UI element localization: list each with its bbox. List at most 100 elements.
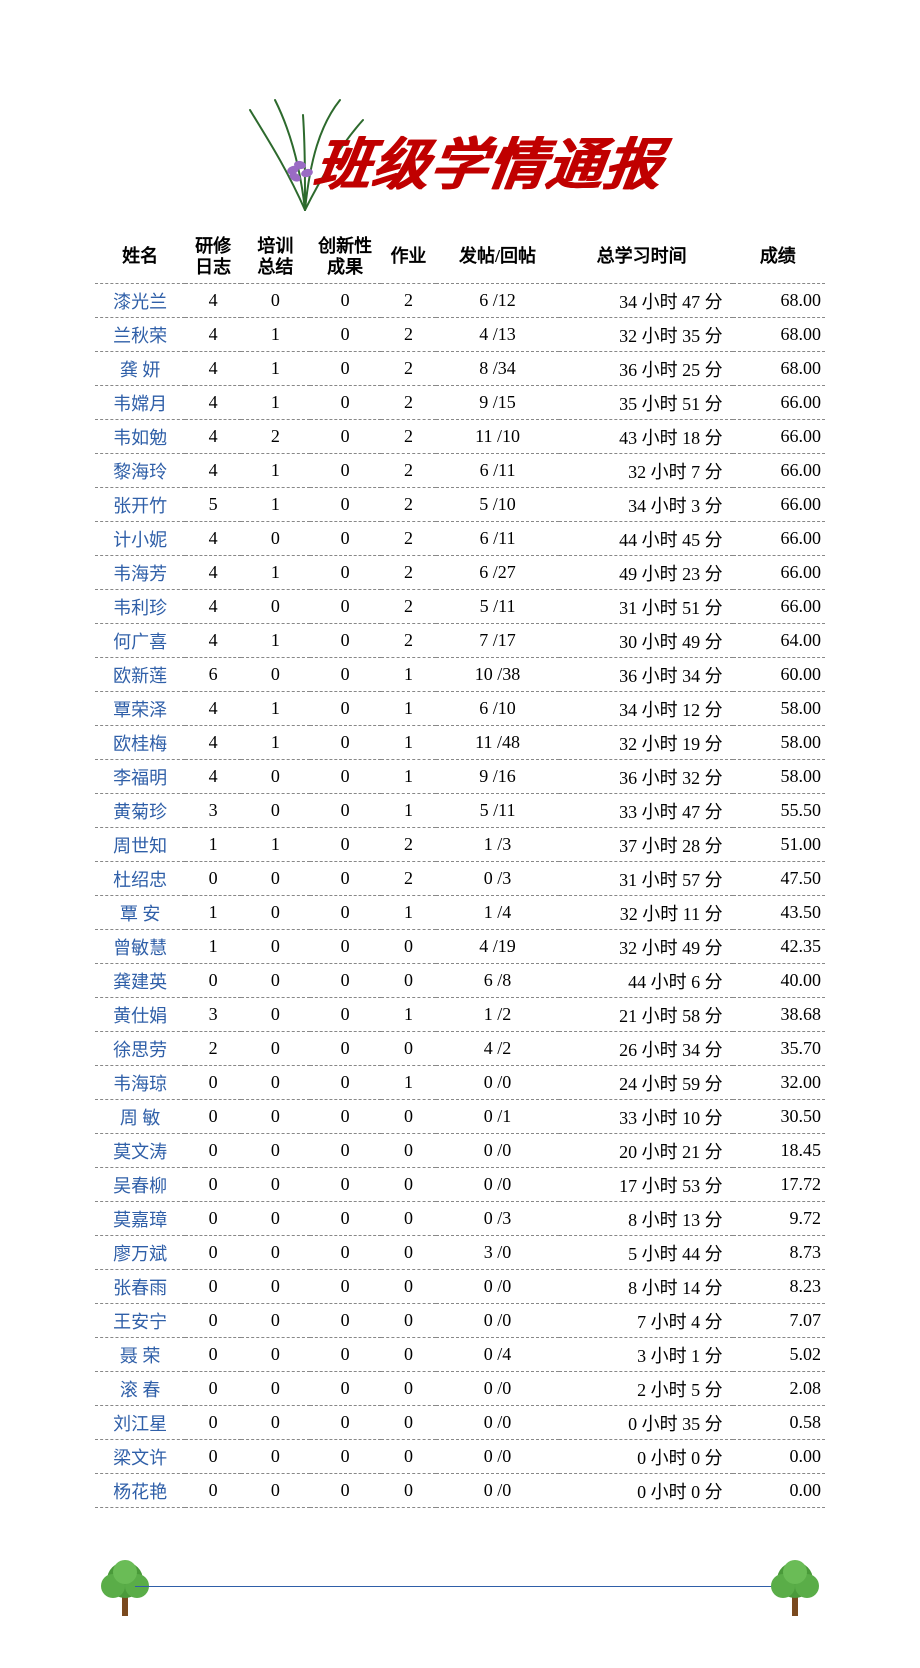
cell-homework: 2 <box>381 488 437 522</box>
student-name-link[interactable]: 周世知 <box>95 828 185 862</box>
student-name-link[interactable]: 欧桂梅 <box>95 726 185 760</box>
cell-innov: 0 <box>310 658 381 692</box>
cell-post: 7 /17 <box>436 624 558 658</box>
cell-innov: 0 <box>310 522 381 556</box>
cell-log: 0 <box>185 1338 241 1372</box>
cell-post: 4 /19 <box>436 930 558 964</box>
cell-homework: 2 <box>381 454 437 488</box>
cell-post: 0 /0 <box>436 1270 558 1304</box>
cell-log: 6 <box>185 658 241 692</box>
student-name-link[interactable]: 张春雨 <box>95 1270 185 1304</box>
cell-post: 0 /3 <box>436 862 558 896</box>
student-name-link[interactable]: 徐思劳 <box>95 1032 185 1066</box>
student-name-link[interactable]: 黎海玲 <box>95 454 185 488</box>
cell-post: 4 /13 <box>436 318 558 352</box>
cell-log: 1 <box>185 930 241 964</box>
cell-time: 32 小时 7 分 <box>559 454 733 488</box>
student-name-link[interactable]: 杜绍忠 <box>95 862 185 896</box>
student-name-link[interactable]: 覃荣泽 <box>95 692 185 726</box>
cell-log: 0 <box>185 1134 241 1168</box>
student-name-link[interactable]: 龚 妍 <box>95 352 185 386</box>
cell-summary: 1 <box>241 488 310 522</box>
student-name-link[interactable]: 兰秋荣 <box>95 318 185 352</box>
cell-time: 30 小时 49 分 <box>559 624 733 658</box>
cell-post: 11 /48 <box>436 726 558 760</box>
cell-homework: 2 <box>381 386 437 420</box>
table-row: 韦如勉420211 /1043 小时 18 分66.00 <box>95 420 825 454</box>
student-name-link[interactable]: 廖万斌 <box>95 1236 185 1270</box>
cell-post: 0 /0 <box>436 1406 558 1440</box>
student-name-link[interactable]: 韦如勉 <box>95 420 185 454</box>
cell-time: 33 小时 10 分 <box>559 1100 733 1134</box>
table-row: 滚 春00000 /02 小时 5 分2.08 <box>95 1372 825 1406</box>
cell-time: 34 小时 12 分 <box>559 692 733 726</box>
cell-time: 17 小时 53 分 <box>559 1168 733 1202</box>
cell-score: 17.72 <box>733 1168 825 1202</box>
cell-homework: 2 <box>381 318 437 352</box>
student-name-link[interactable]: 李福明 <box>95 760 185 794</box>
student-name-link[interactable]: 韦海芳 <box>95 556 185 590</box>
student-name-link[interactable]: 吴春柳 <box>95 1168 185 1202</box>
cell-score: 68.00 <box>733 318 825 352</box>
student-name-link[interactable]: 刘江星 <box>95 1406 185 1440</box>
cell-time: 5 小时 44 分 <box>559 1236 733 1270</box>
header-log: 研修日志 <box>185 230 241 284</box>
student-name-link[interactable]: 王安宁 <box>95 1304 185 1338</box>
table-row: 韦海琼00010 /024 小时 59 分32.00 <box>95 1066 825 1100</box>
student-name-link[interactable]: 梁文许 <box>95 1440 185 1474</box>
student-name-link[interactable]: 曾敏慧 <box>95 930 185 964</box>
cell-time: 24 小时 59 分 <box>559 1066 733 1100</box>
cell-homework: 0 <box>381 1236 437 1270</box>
student-name-link[interactable]: 计小妮 <box>95 522 185 556</box>
student-name-link[interactable]: 韦嫦月 <box>95 386 185 420</box>
cell-summary: 0 <box>241 862 310 896</box>
table-row: 吴春柳00000 /017 小时 53 分17.72 <box>95 1168 825 1202</box>
student-name-link[interactable]: 韦利珍 <box>95 590 185 624</box>
cell-innov: 0 <box>310 1304 381 1338</box>
student-name-link[interactable]: 覃 安 <box>95 896 185 930</box>
cell-score: 8.73 <box>733 1236 825 1270</box>
student-name-link[interactable]: 聂 荣 <box>95 1338 185 1372</box>
cell-post: 1 /2 <box>436 998 558 1032</box>
cell-score: 7.07 <box>733 1304 825 1338</box>
header-homework: 作业 <box>381 230 437 284</box>
cell-homework: 0 <box>381 1270 437 1304</box>
student-name-link[interactable]: 周 敏 <box>95 1100 185 1134</box>
cell-innov: 0 <box>310 1338 381 1372</box>
cell-innov: 0 <box>310 284 381 318</box>
table-row: 莫文涛00000 /020 小时 21 分18.45 <box>95 1134 825 1168</box>
cell-time: 33 小时 47 分 <box>559 794 733 828</box>
cell-post: 0 /3 <box>436 1202 558 1236</box>
cell-post: 0 /0 <box>436 1474 558 1508</box>
cell-summary: 0 <box>241 794 310 828</box>
cell-post: 0 /0 <box>436 1066 558 1100</box>
cell-score: 32.00 <box>733 1066 825 1100</box>
cell-score: 66.00 <box>733 454 825 488</box>
header-time: 总学习时间 <box>559 230 733 284</box>
student-name-link[interactable]: 黄菊珍 <box>95 794 185 828</box>
cell-log: 4 <box>185 284 241 318</box>
student-name-link[interactable]: 欧新莲 <box>95 658 185 692</box>
student-name-link[interactable]: 杨花艳 <box>95 1474 185 1508</box>
cell-innov: 0 <box>310 1066 381 1100</box>
cell-innov: 0 <box>310 1372 381 1406</box>
cell-summary: 0 <box>241 1440 310 1474</box>
cell-innov: 0 <box>310 488 381 522</box>
student-name-link[interactable]: 韦海琼 <box>95 1066 185 1100</box>
student-name-link[interactable]: 何广喜 <box>95 624 185 658</box>
table-row: 徐思劳20004 /226 小时 34 分35.70 <box>95 1032 825 1066</box>
student-name-link[interactable]: 漆光兰 <box>95 284 185 318</box>
cell-log: 3 <box>185 998 241 1032</box>
student-name-link[interactable]: 张开竹 <box>95 488 185 522</box>
cell-homework: 1 <box>381 726 437 760</box>
table-row: 王安宁00000 /07 小时 4 分7.07 <box>95 1304 825 1338</box>
student-name-link[interactable]: 黄仕娟 <box>95 998 185 1032</box>
student-name-link[interactable]: 龚建英 <box>95 964 185 998</box>
cell-summary: 0 <box>241 284 310 318</box>
student-name-link[interactable]: 滚 春 <box>95 1372 185 1406</box>
cell-summary: 0 <box>241 1168 310 1202</box>
student-name-link[interactable]: 莫嘉璋 <box>95 1202 185 1236</box>
student-name-link[interactable]: 莫文涛 <box>95 1134 185 1168</box>
cell-log: 0 <box>185 862 241 896</box>
cell-score: 35.70 <box>733 1032 825 1066</box>
